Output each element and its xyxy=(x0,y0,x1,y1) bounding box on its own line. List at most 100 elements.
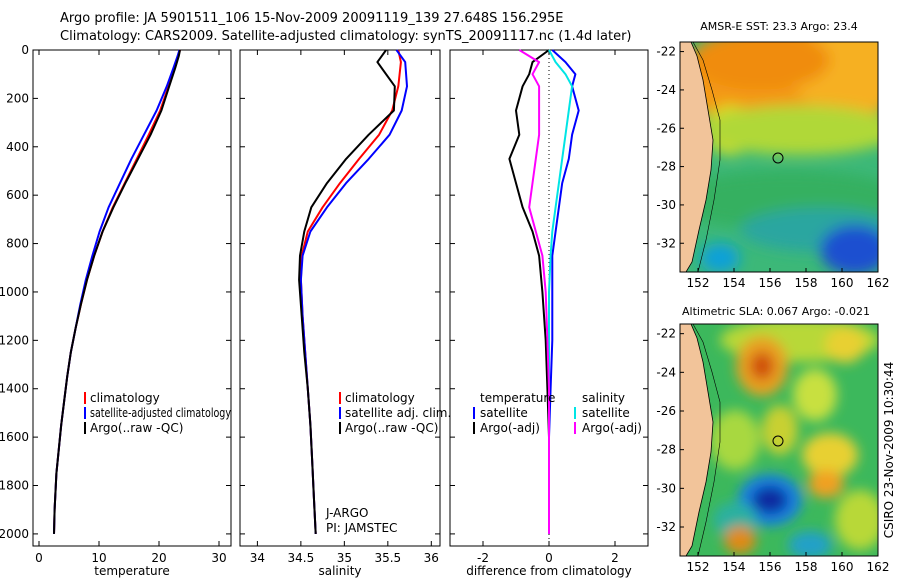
map-y-tick-label: -22 xyxy=(656,45,676,59)
map-y-tick-label: -26 xyxy=(656,404,676,418)
legend-label-sal-satellite: satellite xyxy=(582,406,630,420)
sst-map-frame xyxy=(679,41,879,273)
difference-xlabel: difference from climatology xyxy=(466,564,632,578)
sst-argo-marker xyxy=(772,152,784,164)
salinity-axes-box xyxy=(239,49,441,547)
map-x-tick-label: 160 xyxy=(831,276,854,290)
legend-label-climatology: climatology xyxy=(90,391,160,405)
temperature-legend: climatology satellite-adjusted climatolo… xyxy=(84,391,231,435)
sla-map-isobath xyxy=(692,324,721,556)
x-tick-label: 34.5 xyxy=(288,551,315,565)
legend-label-temp-satellite: satellite xyxy=(480,406,528,420)
x-tick-label: 2 xyxy=(611,551,619,565)
sla-argo-marker xyxy=(772,435,784,447)
map-y-tick-label: -28 xyxy=(656,443,676,457)
figure-title-line2: Climatology: CARS2009. Satellite-adjuste… xyxy=(60,29,632,44)
sla-map-field xyxy=(680,324,878,556)
map-x-tick-label: 154 xyxy=(723,276,746,290)
difference-series xyxy=(508,49,580,534)
map-x-tick-label: 156 xyxy=(759,560,782,574)
difference-panel: -2 0 2 difference from climatology tempera… xyxy=(449,49,649,578)
map-x-tick-label: 152 xyxy=(687,560,710,574)
map-x-tick-label: 162 xyxy=(867,276,890,290)
map-y-tick-label: -22 xyxy=(656,327,676,341)
map-x-tick-label: 154 xyxy=(723,560,746,574)
sst-map-ticks: 152 154 156 158 160 162 -22 -24 -26 -28 -30 -32 xyxy=(656,45,889,290)
salinity-panel: 34 34.5 35 35.5 36 salinity climatology sate… xyxy=(239,49,451,578)
y-tick-label: 1400 xyxy=(0,382,29,396)
salinity-ticks: 34 34.5 35 35.5 36 xyxy=(240,49,440,565)
y-tick-label: 0 xyxy=(21,43,29,57)
difference-legend: temperature satellite Argo(-adj) salinit… xyxy=(473,391,642,435)
y-tick-label: 800 xyxy=(6,237,29,251)
sst-map-isobath xyxy=(692,42,721,272)
y-tick-label: 2000 xyxy=(0,527,29,541)
legend-label-climatology: climatology xyxy=(345,391,415,405)
annotation-jargo: J-ARGO xyxy=(325,506,368,520)
y-tick-label: 400 xyxy=(6,140,29,154)
x-tick-label: 0 xyxy=(545,551,553,565)
map-y-tick-label: -26 xyxy=(656,121,676,135)
map-x-tick-label: 152 xyxy=(687,276,710,290)
map-x-tick-label: 160 xyxy=(831,560,854,574)
figure-title-line1: Argo profile: JA 5901511_106 15-Nov-2009… xyxy=(60,11,564,26)
series-line-temperature-satellite xyxy=(548,49,580,534)
series-line-argo-raw-qc xyxy=(53,49,181,534)
series-line-salinity-argo-adj xyxy=(518,49,550,534)
sst-map-panel: AMSR-E SST: 23.3 Argo: 23.4 152 154 156 158… xyxy=(656,20,889,290)
x-tick-label: 20 xyxy=(151,551,166,565)
series-line-temperature-argo-adj xyxy=(508,49,550,534)
map-x-tick-label: 162 xyxy=(867,560,890,574)
temperature-axes-box xyxy=(32,49,232,547)
sla-map-title: Altimetric SLA: 0.067 Argo: -0.021 xyxy=(682,305,870,318)
y-tick-label: 1200 xyxy=(0,333,29,347)
credit-text: CSIRO 23-Nov-2009 10:30:44 xyxy=(882,362,896,538)
map-y-tick-label: -32 xyxy=(656,236,676,250)
x-tick-label: 0 xyxy=(35,551,43,565)
x-tick-label: 35.5 xyxy=(374,551,401,565)
difference-ticks: -2 0 2 xyxy=(450,49,648,565)
salinity-xlabel: salinity xyxy=(318,564,361,578)
legend-label-sal-argo: Argo(-adj) xyxy=(582,421,642,435)
series-line-argo-raw-qc xyxy=(298,49,396,534)
temperature-panel: 0 10 20 30 0 200 400 600 800 1000 1200 1400 1600 1800… xyxy=(0,43,232,578)
map-y-tick-label: -28 xyxy=(656,160,676,174)
sla-map-panel: Altimetric SLA: 0.067 Argo: -0.021 xyxy=(656,305,889,574)
sla-map-frame xyxy=(679,323,879,557)
y-tick-label: 1000 xyxy=(0,285,29,299)
y-tick-label: 1800 xyxy=(0,479,29,493)
x-tick-label: 30 xyxy=(211,551,226,565)
y-tick-label: 1600 xyxy=(0,430,29,444)
map-y-tick-label: -30 xyxy=(656,481,676,495)
temperature-series xyxy=(53,49,181,534)
legend-label-satellite: satellite adj. clim. xyxy=(345,406,451,420)
map-x-tick-label: 156 xyxy=(759,276,782,290)
x-tick-label: 34 xyxy=(250,551,265,565)
sst-map-title: AMSR-E SST: 23.3 Argo: 23.4 xyxy=(700,20,858,33)
map-y-tick-label: -30 xyxy=(656,198,676,212)
legend-header-temperature: temperature xyxy=(480,391,555,405)
temperature-xlabel: temperature xyxy=(94,564,169,578)
x-tick-label: -2 xyxy=(477,551,489,565)
sla-map-ticks: 152 154 156 158 160 162 -22 -24 -26 -28 -30 -32 xyxy=(656,327,889,574)
map-y-tick-label: -24 xyxy=(656,365,676,379)
y-tick-label: 600 xyxy=(6,188,29,202)
legend-header-salinity: salinity xyxy=(582,391,625,405)
salinity-series xyxy=(298,49,408,534)
x-tick-label: 35 xyxy=(337,551,352,565)
salinity-legend: climatology satellite adj. clim. Argo(..… xyxy=(339,391,451,435)
annotation-pi: PI: JAMSTEC xyxy=(326,521,397,535)
sst-map-field xyxy=(680,42,878,272)
map-y-tick-label: -24 xyxy=(656,83,676,97)
x-tick-label: 10 xyxy=(91,551,106,565)
y-tick-label: 200 xyxy=(6,91,29,105)
legend-label-argo: Argo(..raw -QC) xyxy=(345,421,438,435)
legend-label-argo: Argo(..raw -QC) xyxy=(90,421,183,435)
legend-label-temp-argo: Argo(-adj) xyxy=(480,421,540,435)
x-tick-label: 36 xyxy=(424,551,439,565)
map-x-tick-label: 158 xyxy=(795,560,818,574)
sla-map-land xyxy=(680,324,714,556)
map-x-tick-label: 158 xyxy=(795,276,818,290)
map-y-tick-label: -32 xyxy=(656,520,676,534)
